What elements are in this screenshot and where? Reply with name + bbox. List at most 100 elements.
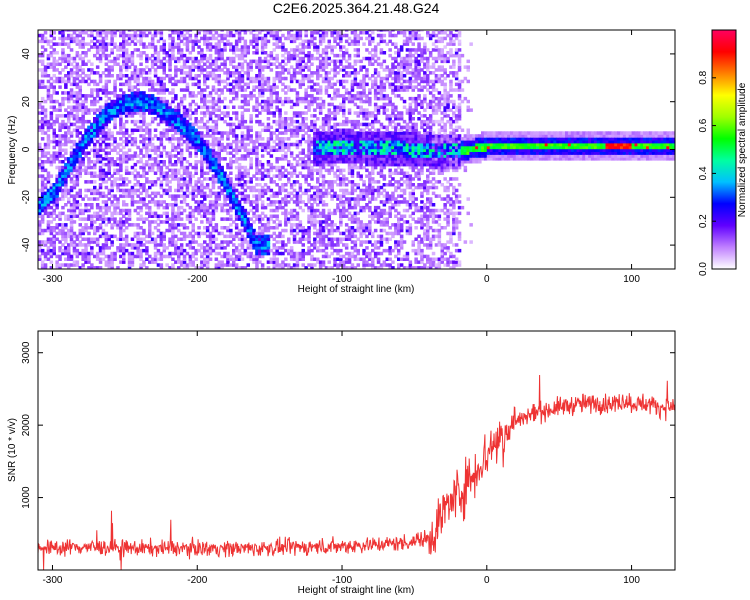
spectrogram-cell	[61, 197, 65, 201]
spectrogram-cell	[252, 79, 256, 84]
spectrogram-cell	[168, 59, 172, 64]
spectrogram-cell	[318, 260, 323, 264]
spectrogram-cell	[240, 157, 245, 161]
spectrogram-cell	[101, 53, 106, 58]
spectrogram-cell	[61, 125, 65, 130]
spectrogram-cell	[38, 211, 42, 216]
spectrogram-cell	[104, 200, 109, 204]
spectrogram-cell	[116, 188, 120, 193]
spectrogram-cell	[269, 168, 274, 173]
spectrogram-cell	[321, 122, 326, 127]
spectrogram-cell	[313, 217, 317, 221]
spectrogram-cell	[205, 74, 210, 78]
spectrogram-cell	[122, 48, 126, 52]
spectrogram-cell	[243, 42, 248, 46]
spectrogram-cell	[104, 68, 109, 72]
spectrogram-cell	[229, 228, 233, 233]
spectrogram-cell	[46, 171, 51, 175]
spectrogram-cell	[52, 203, 56, 207]
spectrogram-cell	[113, 102, 117, 107]
spectrogram-cell	[110, 114, 114, 118]
spectrogram-cell	[185, 217, 190, 221]
spectrogram-cell	[116, 197, 120, 201]
spectrogram-cell	[81, 45, 85, 49]
spectrogram-cell	[116, 142, 120, 147]
spectrogram-cell	[52, 208, 56, 213]
spectrogram-cell	[95, 48, 100, 52]
spectrogram-cell	[266, 197, 271, 201]
spectrogram-cell	[240, 62, 245, 66]
spectrogram-cell	[150, 79, 155, 84]
spectrogram-cell	[124, 59, 129, 64]
spectrogram-cell	[72, 105, 77, 109]
spectrogram-cell	[203, 39, 207, 44]
spectrogram-cell	[43, 68, 48, 72]
spectrogram-cell	[240, 234, 245, 239]
spectrogram-cell	[211, 102, 216, 107]
spectrogram-cell	[148, 220, 152, 224]
spectrogram-cell	[287, 117, 291, 121]
spectrogram-cell	[266, 108, 271, 112]
spectrogram-cell	[240, 183, 245, 187]
spectrogram-cell	[211, 174, 216, 178]
spectrogram-cell	[90, 137, 94, 141]
spectrogram-cell	[232, 263, 236, 267]
spectrogram-cell	[205, 108, 210, 112]
spectrogram-cell	[136, 180, 140, 184]
spectrogram-cell	[284, 194, 288, 198]
spectrogram-cell	[307, 200, 311, 204]
spectrogram-cell	[107, 42, 111, 46]
spectrogram-cell	[84, 208, 88, 213]
spectrogram-cell	[179, 243, 184, 247]
spectrogram-cell	[81, 148, 85, 152]
spectrogram-cell	[316, 48, 320, 52]
spectrogram-cell	[153, 88, 158, 92]
spectrogram-cell	[122, 194, 126, 198]
spectrogram-cell	[330, 211, 334, 216]
spectrogram-cell	[197, 39, 201, 44]
spectrogram-cell	[179, 157, 184, 161]
spectrogram-cell	[46, 200, 51, 204]
spectrogram-cell	[223, 234, 227, 239]
spectrogram-cell	[72, 148, 77, 152]
spectrogram-cell	[295, 111, 300, 115]
spectrogram-cell	[220, 188, 224, 193]
spectrogram-cell	[307, 251, 311, 256]
spectrogram-cell	[124, 211, 129, 216]
spectrogram-cell	[275, 91, 279, 95]
spectrogram-cell	[188, 254, 193, 259]
spectrogram-cell	[281, 139, 285, 144]
spectrogram-cell	[318, 154, 323, 158]
spectrogram-cell	[153, 33, 158, 38]
spectrogram-cell	[75, 68, 80, 72]
spectrogram-cell	[122, 214, 126, 218]
spectrogram-cell	[310, 42, 314, 46]
spectrogram-cell	[40, 111, 45, 115]
spectrogram-cell	[217, 148, 221, 152]
spectrogram-cell	[150, 240, 155, 244]
spectrogram-cell	[318, 248, 323, 253]
spectrogram-cell	[226, 254, 230, 259]
spectrogram-cell	[263, 243, 268, 247]
spectrogram-cell	[142, 71, 146, 75]
spectrogram-cell	[211, 71, 216, 75]
spectrogram-cell	[220, 30, 224, 32]
spectrogram-cell	[78, 30, 82, 32]
spectrogram-cell	[234, 266, 239, 269]
spectrogram-cell	[124, 139, 129, 144]
spectrogram-cell	[124, 48, 129, 52]
spectrogram-cell	[295, 131, 300, 135]
spectrogram-cell	[93, 96, 97, 101]
spectrogram-cell	[243, 208, 248, 213]
spectrogram-cell	[330, 31, 334, 35]
spectrogram-cell	[150, 88, 155, 92]
spectrogram-cell	[55, 165, 59, 170]
spectrogram-cell	[64, 122, 68, 127]
spectrogram-cell	[162, 174, 166, 178]
spectrogram-cell	[162, 117, 166, 121]
spectrogram-cell	[174, 119, 178, 124]
spectrogram-cell	[98, 125, 103, 130]
spectrogram-cell	[275, 53, 279, 58]
spectrogram-cell	[229, 234, 233, 239]
spectrogram-cell	[168, 42, 172, 46]
